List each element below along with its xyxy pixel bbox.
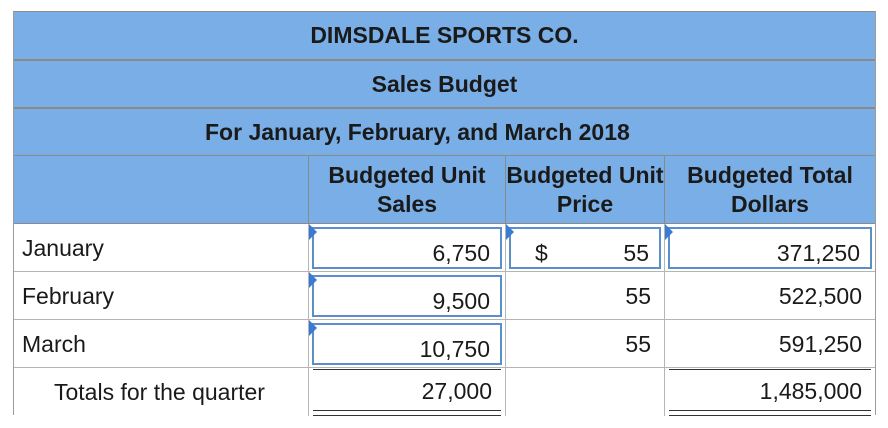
- total-unit-sales-cell: 27,000: [308, 368, 505, 416]
- table-row-february: February 9,500 55 522,500: [14, 272, 875, 320]
- column-header-total-dollars-label: Budgeted Total Dollars: [687, 162, 853, 217]
- unit-sales-cell[interactable]: 9,500: [308, 272, 505, 320]
- unit-sales-cell[interactable]: 10,750: [308, 320, 505, 368]
- unit-price-cell: 55: [505, 320, 664, 368]
- unit-sales-value: 6,750: [432, 240, 490, 266]
- input-flag-icon: [309, 272, 317, 288]
- total-dollars-value: 371,250: [776, 240, 860, 266]
- total-unit-price-cell: [505, 368, 664, 416]
- budget-title-row: Sales Budget: [14, 60, 875, 108]
- unit-sales-input[interactable]: 9,500: [312, 275, 502, 317]
- unit-price-input[interactable]: $ 55: [509, 227, 661, 269]
- budget-period-row: For January, February, and March 2018: [14, 108, 875, 156]
- budget-title: Sales Budget: [371, 70, 518, 97]
- row-label: March: [22, 331, 86, 357]
- total-dollars-value: 591,250: [778, 331, 862, 357]
- input-flag-icon: [506, 224, 514, 240]
- double-underline: [313, 410, 501, 416]
- total-rule: [313, 369, 501, 370]
- unit-price-value: 55: [625, 283, 651, 309]
- unit-sales-value: 9,500: [432, 288, 490, 314]
- column-header-row: Budgeted Unit Sales Budgeted Unit Price …: [14, 156, 875, 224]
- total-dollars-cell[interactable]: 371,250: [664, 224, 875, 272]
- column-header-unit-sales: Budgeted Unit Sales: [308, 156, 505, 224]
- row-label: Totals for the quarter: [54, 379, 265, 405]
- sales-budget-sheet: DIMSDALE SPORTS CO. Sales Budget For Jan…: [13, 11, 876, 416]
- unit-sales-value: 10,750: [419, 336, 490, 362]
- total-dollars-sum-cell: 1,485,000: [664, 368, 875, 416]
- unit-sales-input[interactable]: 10,750: [312, 323, 502, 365]
- column-header-unit-price: Budgeted Unit Price: [505, 156, 664, 224]
- total-unit-sales-value: 27,000: [421, 378, 492, 404]
- unit-price-cell: 55: [505, 272, 664, 320]
- total-dollars-input[interactable]: 371,250: [668, 227, 872, 269]
- company-name-row: DIMSDALE SPORTS CO.: [14, 11, 875, 60]
- total-rule: [669, 369, 871, 370]
- input-flag-icon: [309, 320, 317, 336]
- total-dollars-cell: 522,500: [664, 272, 875, 320]
- column-header-total-dollars: Budgeted Total Dollars: [664, 156, 875, 224]
- column-header-unit-price-label: Budgeted Unit Price: [506, 162, 664, 217]
- row-label: February: [22, 283, 115, 309]
- unit-sales-input[interactable]: 6,750: [312, 227, 502, 269]
- total-dollars-value: 522,500: [778, 283, 862, 309]
- unit-price-value: 55: [623, 240, 649, 266]
- unit-sales-cell[interactable]: 6,750: [308, 224, 505, 272]
- total-dollars-sum-value: 1,485,000: [759, 378, 862, 404]
- total-dollars-cell: 591,250: [664, 320, 875, 368]
- currency-symbol: $: [535, 240, 548, 266]
- double-underline: [669, 410, 871, 416]
- unit-price-cell[interactable]: $ 55: [505, 224, 664, 272]
- company-name: DIMSDALE SPORTS CO.: [310, 22, 579, 48]
- budget-period: For January, February, and March 2018: [205, 119, 630, 145]
- column-header-unit-sales-label: Budgeted Unit Sales: [328, 162, 486, 217]
- row-label: January: [22, 235, 104, 261]
- input-flag-icon: [665, 224, 673, 240]
- table-row-march: March 10,750 55 591,250: [14, 320, 875, 368]
- unit-price-value: 55: [625, 331, 651, 357]
- table-row-january: January 6,750 $ 55 371,250: [14, 224, 875, 272]
- input-flag-icon: [309, 224, 317, 240]
- table-row-totals: Totals for the quarter 27,000 1,485,000: [14, 368, 875, 416]
